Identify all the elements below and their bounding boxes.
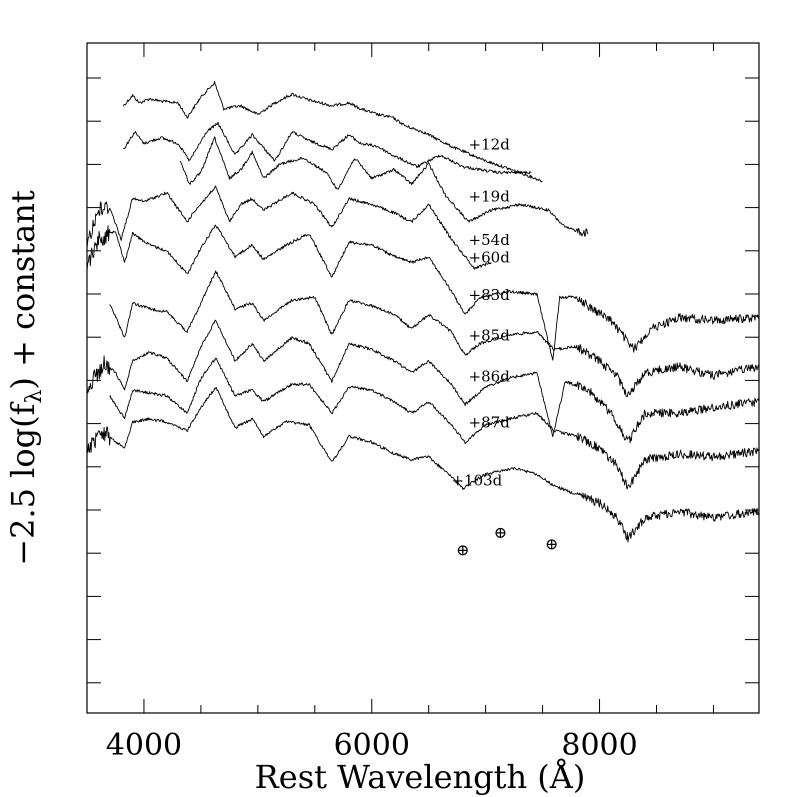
spectrum-line [109,357,760,490]
x-tick-label: 8000 [561,728,637,763]
spectrum-line [123,121,532,175]
epoch-label: +54d [469,231,511,249]
epoch-labels: +12d +19d +54d+60d +83d +85d +86d +87d +103d [451,135,510,489]
epoch-label: +19d [469,188,511,206]
spectrum-line [109,270,760,398]
telluric-marker: ⊕ [456,540,469,559]
epoch-label: +103d [451,472,502,490]
x-tick-labels: 4000 6000 8000 [106,728,638,763]
epoch-label: +87d [469,414,511,432]
epoch-label: +60d [469,248,511,266]
epoch-label: +86d [469,367,511,385]
spectrum-line [179,136,589,237]
x-axis-label: Rest Wavelength (Å) [255,758,586,796]
spectrum-line [86,185,492,270]
spectrum-line [86,224,760,361]
axis-ticks [86,43,759,713]
spectrum-line [122,81,543,183]
plot-frame [86,42,760,714]
y-axis-label-sub: λ [22,390,47,404]
y-axis-label-tail: ) + constant [4,190,42,389]
spectrum-line [86,319,760,444]
epoch-label: +83d [469,286,511,304]
y-axis-label-main: −2.5 log(f [4,401,42,565]
y-axis-label: −2.5 log(fλ) + constant [4,190,47,566]
spectrum-line [86,387,760,543]
telluric-marker: ⊕ [494,523,507,542]
epoch-label: +12d [469,135,511,153]
x-tick-label: 4000 [106,728,182,763]
telluric-marker: ⊕ [545,535,558,554]
spectra-series [86,81,760,543]
epoch-label: +85d [469,327,511,345]
telluric-markers: ⊕ ⊕ ⊕ [456,523,558,559]
x-tick-label: 6000 [334,728,410,763]
